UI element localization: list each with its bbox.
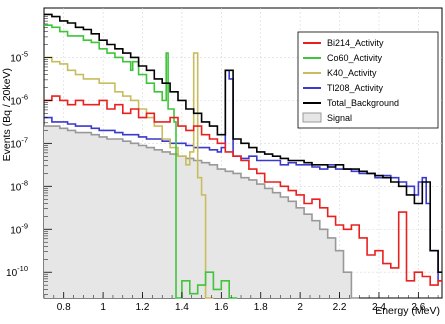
- y-tick-exponent: -6: [21, 92, 28, 101]
- series-total-background-line: [44, 13, 442, 273]
- x-tick-label: 1: [100, 302, 106, 313]
- y-tick-exponent: -9: [21, 221, 28, 230]
- y-tick-exponent: -5: [21, 49, 28, 58]
- legend-label-bi214-activity: Bi214_Activity: [327, 38, 384, 48]
- legend-swatch-signal: [302, 112, 322, 123]
- legend-label-tl208-activity: Tl208_Activity: [327, 83, 384, 93]
- x-axis-title: Energy (MeV): [375, 305, 440, 317]
- series-k40-activity-line: [44, 52, 214, 299]
- x-tick-label: 1.4: [175, 302, 189, 313]
- series-co60-activity-line: [44, 24, 238, 299]
- legend-items: Bi214_Activity Co60_Activity K40_Activity T…: [302, 38, 399, 123]
- y-tick-label: 10-5: [10, 49, 28, 64]
- x-tick-label: 2.6: [411, 302, 425, 313]
- x-tick-label: 2.2: [333, 302, 347, 313]
- series-layer: [44, 13, 442, 299]
- y-tick-label: 10-9: [10, 221, 28, 236]
- x-tick-label: 1.8: [254, 302, 268, 313]
- series-signal-line: [44, 125, 360, 299]
- legend-label-total-background: Total_Background: [327, 98, 399, 108]
- legend-box: [297, 31, 439, 129]
- x-tick-label: 1.2: [136, 302, 150, 313]
- y-tick-label: 10-10: [6, 264, 28, 279]
- y-tick-exponent: -7: [21, 135, 28, 144]
- x-tick-label: 1.6: [214, 302, 228, 313]
- legend-label-k40-activity: K40_Activity: [327, 68, 377, 78]
- x-tick-label: 0.8: [57, 302, 71, 313]
- y-tick-exponent: -8: [21, 178, 28, 187]
- x-tick-label: 2: [297, 302, 303, 313]
- x-tick-label: 2.4: [372, 302, 386, 313]
- legend-label-co60-activity: Co60_Activity: [327, 53, 383, 63]
- series-signal-area: [44, 126, 360, 298]
- y-tick-exponent: -10: [17, 264, 28, 273]
- legend-label-signal: Signal: [327, 113, 352, 123]
- series-tl208-activity-line: [44, 69, 442, 282]
- series-bi214-activity-line: [44, 95, 442, 286]
- y-axis-title: Events (Bq / 20keV): [1, 68, 13, 161]
- legend: Bi214_Activity Co60_Activity K40_Activity T…: [297, 31, 439, 129]
- y-tick-label: 10-8: [10, 178, 28, 193]
